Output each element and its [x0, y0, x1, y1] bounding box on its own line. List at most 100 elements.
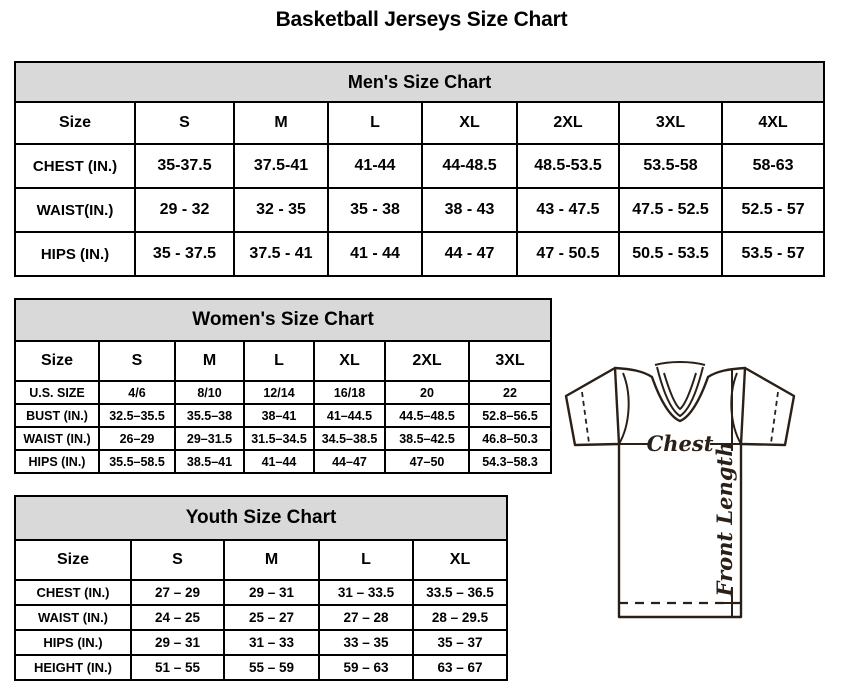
table-caption-row: Youth Size Chart	[13, 495, 509, 541]
table-row: WAIST (IN.) 24 – 25 25 – 27 27 – 28 28 –…	[14, 604, 509, 631]
chest-measure-label: Chest	[647, 431, 714, 456]
table-cell: 55 – 59	[223, 654, 320, 681]
table-caption-row: Women's Size Chart	[13, 298, 553, 342]
column-header-size: Size	[14, 539, 132, 581]
table-cell: 31 – 33	[223, 629, 320, 656]
table-cell: 44 - 47	[421, 231, 518, 277]
table-cell: 33.5 – 36.5	[411, 579, 509, 606]
womens-table-caption: Women's Size Chart	[13, 298, 553, 342]
table-cell: 44–47	[313, 449, 386, 474]
page-title: Basketball Jerseys Size Chart	[275, 8, 568, 31]
table-cell: 38.5–42.5	[384, 426, 470, 451]
table-cell: 37.5-41	[233, 143, 329, 189]
table-cell: 59 – 63	[318, 654, 414, 681]
column-header-xl: XL	[313, 340, 386, 382]
table-cell: 43 - 47.5	[516, 187, 620, 233]
table-row: CHEST (IN.) 35-37.5 37.5-41 41-44 44-48.…	[14, 143, 826, 189]
jersey-measurement-diagram: Chest Front Length	[524, 355, 836, 655]
table-row: BUST (IN.) 32.5–35.5 35.5–38 38–41 41–44…	[14, 403, 553, 428]
table-cell: 31.5–34.5	[243, 426, 315, 451]
column-header-s: S	[134, 101, 235, 145]
mens-size-chart-table: Men's Size Chart Size S M L XL 2XL 3XL 4…	[13, 61, 826, 277]
table-cell: 44.5–48.5	[384, 403, 470, 428]
table-cell: 47–50	[384, 449, 470, 474]
column-header-s: S	[98, 340, 176, 382]
column-header-m: M	[223, 539, 320, 581]
table-cell: 29 – 31	[223, 579, 320, 606]
table-header-row: Size S M L XL 2XL 3XL	[14, 340, 553, 382]
row-label-chest: CHEST (IN.)	[14, 143, 136, 189]
table-cell: 8/10	[174, 380, 245, 405]
table-cell: 35.5–58.5	[98, 449, 176, 474]
column-header-2xl: 2XL	[384, 340, 470, 382]
row-label-hips: HIPS (IN.)	[14, 231, 136, 277]
table-cell: 48.5-53.5	[516, 143, 620, 189]
table-cell: 32.5–35.5	[98, 403, 176, 428]
table-cell: 16/18	[313, 380, 386, 405]
table-cell: 50.5 - 53.5	[618, 231, 723, 277]
table-cell: 52.8–56.5	[467, 403, 553, 428]
table-cell: 41-44	[327, 143, 423, 189]
table-cell: 44-48.5	[421, 143, 518, 189]
row-label-hips: HIPS (IN.)	[14, 449, 100, 474]
table-row: HEIGHT (IN.) 51 – 55 55 – 59 59 – 63 63 …	[14, 654, 509, 681]
table-cell: 35 – 37	[411, 629, 509, 656]
collar-top-line	[654, 361, 706, 366]
table-cell: 38 - 43	[421, 187, 518, 233]
column-header-size: Size	[14, 340, 100, 382]
table-cell: 51 – 55	[130, 654, 225, 681]
jersey-body-shape	[613, 366, 747, 619]
column-header-3xl: 3XL	[467, 340, 553, 382]
table-row: HIPS (IN.) 35.5–58.5 38.5–41 41–44 44–47…	[14, 449, 553, 474]
table-cell: 52.5 - 57	[720, 187, 826, 233]
row-label-height: HEIGHT (IN.)	[14, 654, 132, 681]
table-cell: 35 - 37.5	[134, 231, 235, 277]
table-cell: 53.5 - 57	[720, 231, 826, 277]
column-header-xl: XL	[411, 539, 509, 581]
youth-table-caption: Youth Size Chart	[13, 495, 509, 541]
table-cell: 22	[467, 380, 553, 405]
table-cell: 58-63	[720, 143, 826, 189]
row-label-waist: WAIST (IN.)	[14, 426, 100, 451]
table-row: HIPS (IN.) 35 - 37.5 37.5 - 41 41 - 44 4…	[14, 231, 826, 277]
table-cell: 29 – 31	[130, 629, 225, 656]
collar-inner-line	[663, 372, 697, 411]
table-header-row: Size S M L XL	[14, 539, 509, 581]
column-header-l: L	[327, 101, 423, 145]
table-cell: 31 – 33.5	[318, 579, 414, 606]
table-cell: 41–44	[243, 449, 315, 474]
table-cell: 38.5–41	[174, 449, 245, 474]
table-cell: 35.5–38	[174, 403, 245, 428]
column-header-s: S	[130, 539, 225, 581]
table-caption-row: Men's Size Chart	[13, 61, 826, 103]
table-cell: 41 - 44	[327, 231, 423, 277]
row-label-hips: HIPS (IN.)	[14, 629, 132, 656]
column-header-size: Size	[14, 101, 136, 145]
row-label-chest: CHEST (IN.)	[14, 579, 132, 606]
table-row: CHEST (IN.) 27 – 29 29 – 31 31 – 33.5 33…	[14, 579, 509, 606]
row-label-waist: WAIST (IN.)	[14, 604, 132, 631]
womens-size-chart-table: Women's Size Chart Size S M L XL 2XL 3XL…	[13, 298, 553, 474]
table-cell: 37.5 - 41	[233, 231, 329, 277]
table-row: HIPS (IN.) 29 – 31 31 – 33 33 – 35 35 – …	[14, 629, 509, 656]
table-cell: 26–29	[98, 426, 176, 451]
row-label-bust: BUST (IN.)	[14, 403, 100, 428]
table-cell: 35 - 38	[327, 187, 423, 233]
table-cell: 28 – 29.5	[411, 604, 509, 631]
collar-outer-line	[656, 366, 704, 418]
table-cell: 24 – 25	[130, 604, 225, 631]
column-header-l: L	[318, 539, 414, 581]
table-cell: 47 - 50.5	[516, 231, 620, 277]
table-header-row: Size S M L XL 2XL 3XL 4XL	[14, 101, 826, 145]
table-cell: 29–31.5	[174, 426, 245, 451]
table-cell: 41–44.5	[313, 403, 386, 428]
table-cell: 27 – 29	[130, 579, 225, 606]
table-cell: 33 – 35	[318, 629, 414, 656]
table-cell: 25 – 27	[223, 604, 320, 631]
table-row: WAIST(IN.) 29 - 32 32 - 35 35 - 38 38 - …	[14, 187, 826, 233]
table-cell: 63 – 67	[411, 654, 509, 681]
table-cell: 47.5 - 52.5	[618, 187, 723, 233]
table-cell: 53.5-58	[618, 143, 723, 189]
table-cell: 29 - 32	[134, 187, 235, 233]
table-cell: 4/6	[98, 380, 176, 405]
